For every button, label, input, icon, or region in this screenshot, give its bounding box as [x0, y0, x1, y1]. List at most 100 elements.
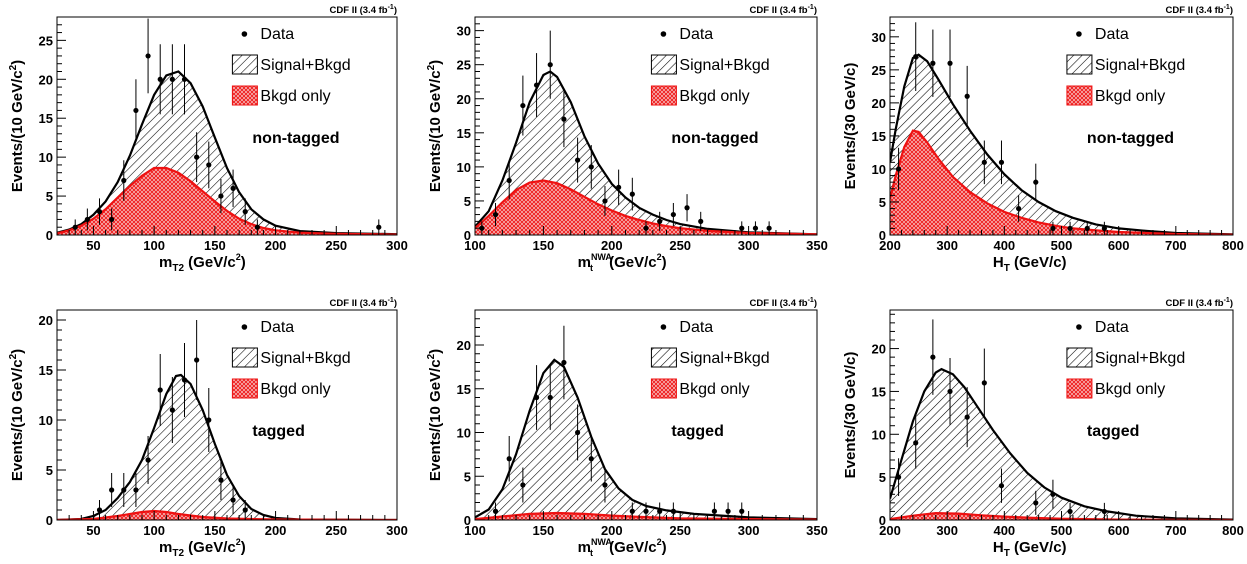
legend-data-marker	[660, 31, 667, 37]
x-tick-label: 350	[806, 523, 828, 538]
x-tick-label: 250	[669, 523, 691, 538]
y-tick-label: 5	[464, 194, 471, 209]
data-point	[684, 205, 690, 211]
y-tick-label: 25	[39, 33, 53, 48]
y-tick-label: 10	[872, 427, 886, 442]
data-point	[670, 508, 676, 514]
x-axis-label: mNWA t (GeV/c2)	[578, 537, 667, 558]
legend: Data Signal+Bkgd Bkgd only	[650, 319, 770, 399]
legend-bkgd-label: Bkgd only	[679, 381, 749, 398]
x-tick-label: 200	[879, 238, 901, 253]
legend-signal-label: Signal+Bkgd	[1095, 350, 1185, 367]
data-point	[1016, 205, 1022, 212]
data-point	[194, 154, 200, 160]
legend-signal-label: Signal+Bkgd	[260, 350, 350, 367]
x-tick-label: 250	[325, 523, 347, 538]
data-point	[766, 225, 772, 231]
x-axis-label: mT2 (GeV/c2)	[159, 252, 246, 274]
y-tick-label: 10	[457, 426, 471, 441]
data-point	[96, 209, 103, 215]
y-tick-label: 30	[457, 24, 471, 39]
x-tick-label: 800	[1222, 238, 1244, 253]
legend-signal-swatch	[1066, 347, 1093, 368]
data-point	[602, 198, 608, 204]
data-point	[547, 62, 553, 68]
y-tick-label: 10	[872, 162, 886, 177]
data-point	[588, 456, 594, 462]
x-tick-label: 300	[386, 523, 408, 538]
data-point	[561, 359, 567, 366]
legend-signal-label: Signal+Bkgd	[1095, 57, 1185, 74]
plot-area	[890, 22, 1233, 235]
y-tick-label: 15	[39, 363, 53, 378]
y-tick-label: 5	[464, 469, 471, 484]
data-point	[169, 407, 175, 413]
sample-tag-label: non-tagged	[252, 130, 339, 147]
legend-bkgd-label: Bkgd only	[679, 88, 749, 105]
y-tick-label: 0	[464, 228, 471, 243]
y-tick-label: 25	[872, 63, 886, 78]
legend: Data Signal+Bkgd Bkgd only	[231, 319, 351, 399]
legend: Data Signal+Bkgd Bkgd only	[1066, 26, 1185, 106]
legend-signal-label: Signal+Bkgd	[679, 57, 769, 74]
data-point	[230, 497, 236, 503]
legend-data-label: Data	[260, 319, 294, 336]
data-point	[218, 477, 224, 483]
data-point	[1050, 491, 1056, 497]
data-point	[947, 388, 953, 395]
legend-bkgd-label: Bkgd only	[1095, 88, 1165, 105]
data-point	[752, 225, 759, 231]
experiment-header: CDF II (3.4 fb-1)	[330, 297, 397, 309]
data-point	[739, 508, 745, 514]
data-point	[492, 211, 499, 218]
x-tick-label: 100	[143, 238, 165, 253]
data-point	[242, 507, 248, 513]
legend-bkgd-swatch	[650, 378, 677, 399]
x-tick-label: 100	[143, 523, 165, 538]
data-point	[206, 417, 212, 423]
x-tick-label: 150	[204, 523, 226, 538]
data-point	[206, 162, 212, 168]
x-tick-label: 600	[1108, 523, 1130, 538]
x-tick-label: 50	[86, 523, 100, 538]
plot-area	[475, 30, 817, 235]
data-point	[930, 60, 936, 66]
x-tick-label: 300	[386, 238, 408, 253]
data-point	[588, 164, 594, 170]
y-tick-label: 5	[879, 195, 886, 210]
data-point	[218, 193, 224, 199]
x-tick-label: 100	[464, 238, 486, 253]
panel-6: 200 300 400 500 600 700 800 0 5 10 15 20 CDF II (3.4…	[842, 297, 1244, 559]
data-point	[1084, 225, 1090, 231]
panel-3: 200 300 400 500 600 700 800 0 5 10 15 20 25 30 CDF II …	[842, 4, 1244, 274]
legend-signal-swatch	[650, 54, 677, 75]
data-point	[575, 429, 581, 436]
data-point	[643, 225, 649, 231]
data-point	[913, 440, 919, 446]
data-point	[254, 224, 260, 230]
legend-bkgd-swatch	[231, 378, 258, 399]
data-point	[133, 107, 139, 114]
legend-bkgd-swatch	[1066, 378, 1093, 399]
legend-bkgd-label: Bkgd only	[1095, 381, 1165, 398]
data-point	[169, 76, 175, 82]
y-tick-label: 10	[39, 150, 53, 165]
plot-area	[57, 18, 397, 235]
data-point	[479, 225, 485, 231]
y-tick-label: 0	[46, 513, 53, 528]
x-tick-label: 250	[325, 238, 347, 253]
data-point	[1101, 225, 1107, 231]
data-point	[629, 191, 635, 197]
x-tick-label: 150	[204, 238, 226, 253]
data-point	[533, 394, 540, 401]
data-point	[930, 354, 936, 360]
data-point	[157, 76, 163, 82]
data-point	[670, 211, 676, 218]
x-tick-label: 300	[738, 238, 760, 253]
data-point	[981, 380, 987, 386]
data-point	[725, 508, 731, 514]
experiment-header: CDF II (3.4 fb-1)	[750, 297, 817, 309]
y-tick-label: 20	[457, 338, 471, 353]
x-axis-label: HT (GeV/c)	[993, 254, 1067, 274]
